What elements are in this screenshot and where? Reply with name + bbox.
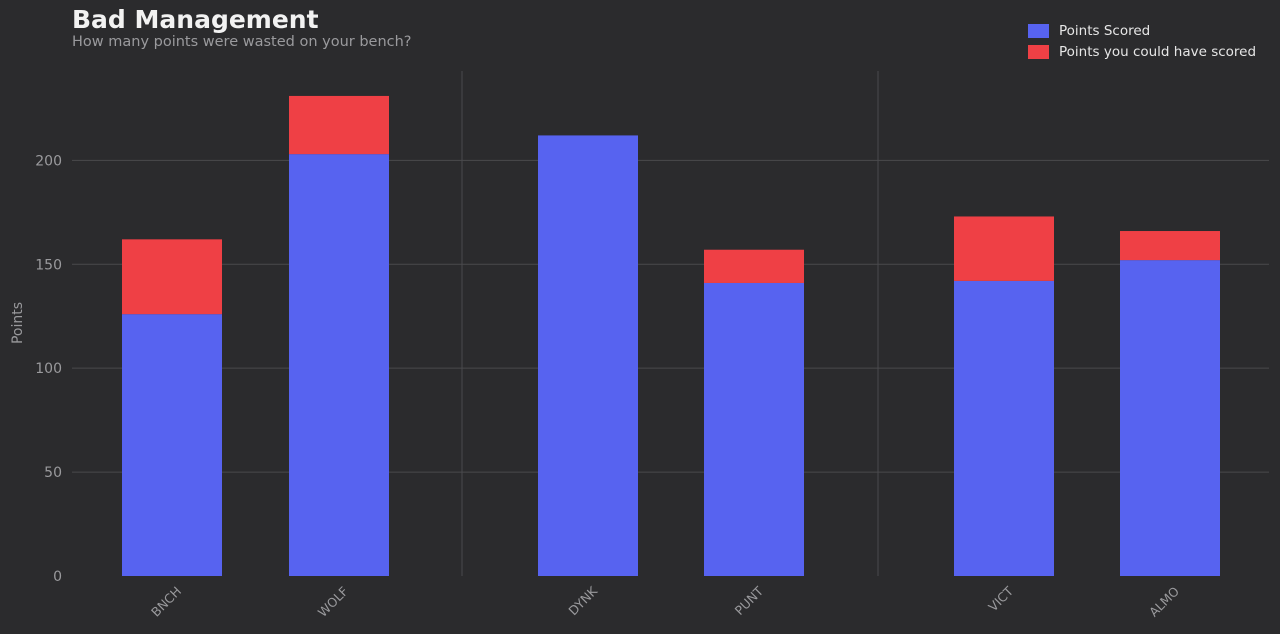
x-tick-label-dynk: DYNK bbox=[565, 583, 600, 618]
legend: Points Scored Points you could have scor… bbox=[1028, 20, 1256, 62]
bars-layer bbox=[122, 95, 1220, 577]
bar-almo-points-scored bbox=[1120, 260, 1220, 576]
legend-label-points-scored: Points Scored bbox=[1059, 22, 1151, 39]
grid-layer bbox=[72, 71, 1269, 576]
legend-item-points-scored: Points Scored bbox=[1028, 20, 1256, 41]
bar-wolf-points-could-have-scored bbox=[289, 95, 389, 155]
bar-almo-points-could-have-scored bbox=[1120, 231, 1220, 261]
x-tick-label-punt: PUNT bbox=[732, 583, 767, 618]
legend-swatch-points-scored bbox=[1028, 23, 1049, 38]
y-axis-title: Points bbox=[10, 302, 26, 344]
legend-swatch-points-could-have-scored bbox=[1028, 44, 1049, 59]
bar-punt-points-scored bbox=[704, 282, 804, 576]
bar-vict-points-scored bbox=[954, 280, 1054, 576]
x-tick-label-wolf: WOLF bbox=[315, 584, 351, 620]
x-tick-label-vict: VICT bbox=[985, 583, 1016, 614]
y-tick-label-0: 0 bbox=[53, 569, 62, 585]
bar-bnch-points-could-have-scored bbox=[122, 239, 222, 315]
bar-bnch-points-scored bbox=[122, 314, 222, 576]
bar-dynk-points-scored bbox=[538, 135, 638, 576]
legend-item-points-could-have-scored: Points you could have scored bbox=[1028, 41, 1256, 62]
chart-subtitle: How many points were wasted on your benc… bbox=[72, 34, 412, 50]
y-tick-label-100: 100 bbox=[35, 361, 62, 377]
y-tick-label-150: 150 bbox=[35, 257, 62, 273]
bar-wolf-points-scored bbox=[289, 154, 389, 577]
bar-vict-points-could-have-scored bbox=[954, 216, 1054, 281]
x-tick-label-almo: ALMO bbox=[1146, 583, 1182, 619]
y-tick-label-200: 200 bbox=[35, 153, 62, 169]
legend-label-points-could-have-scored: Points you could have scored bbox=[1059, 43, 1257, 60]
x-tick-label-bnch: BNCH bbox=[148, 584, 184, 620]
chart-title: Bad Management bbox=[72, 5, 319, 34]
y-tick-label-50: 50 bbox=[44, 465, 62, 481]
bar-punt-points-could-have-scored bbox=[704, 249, 804, 283]
